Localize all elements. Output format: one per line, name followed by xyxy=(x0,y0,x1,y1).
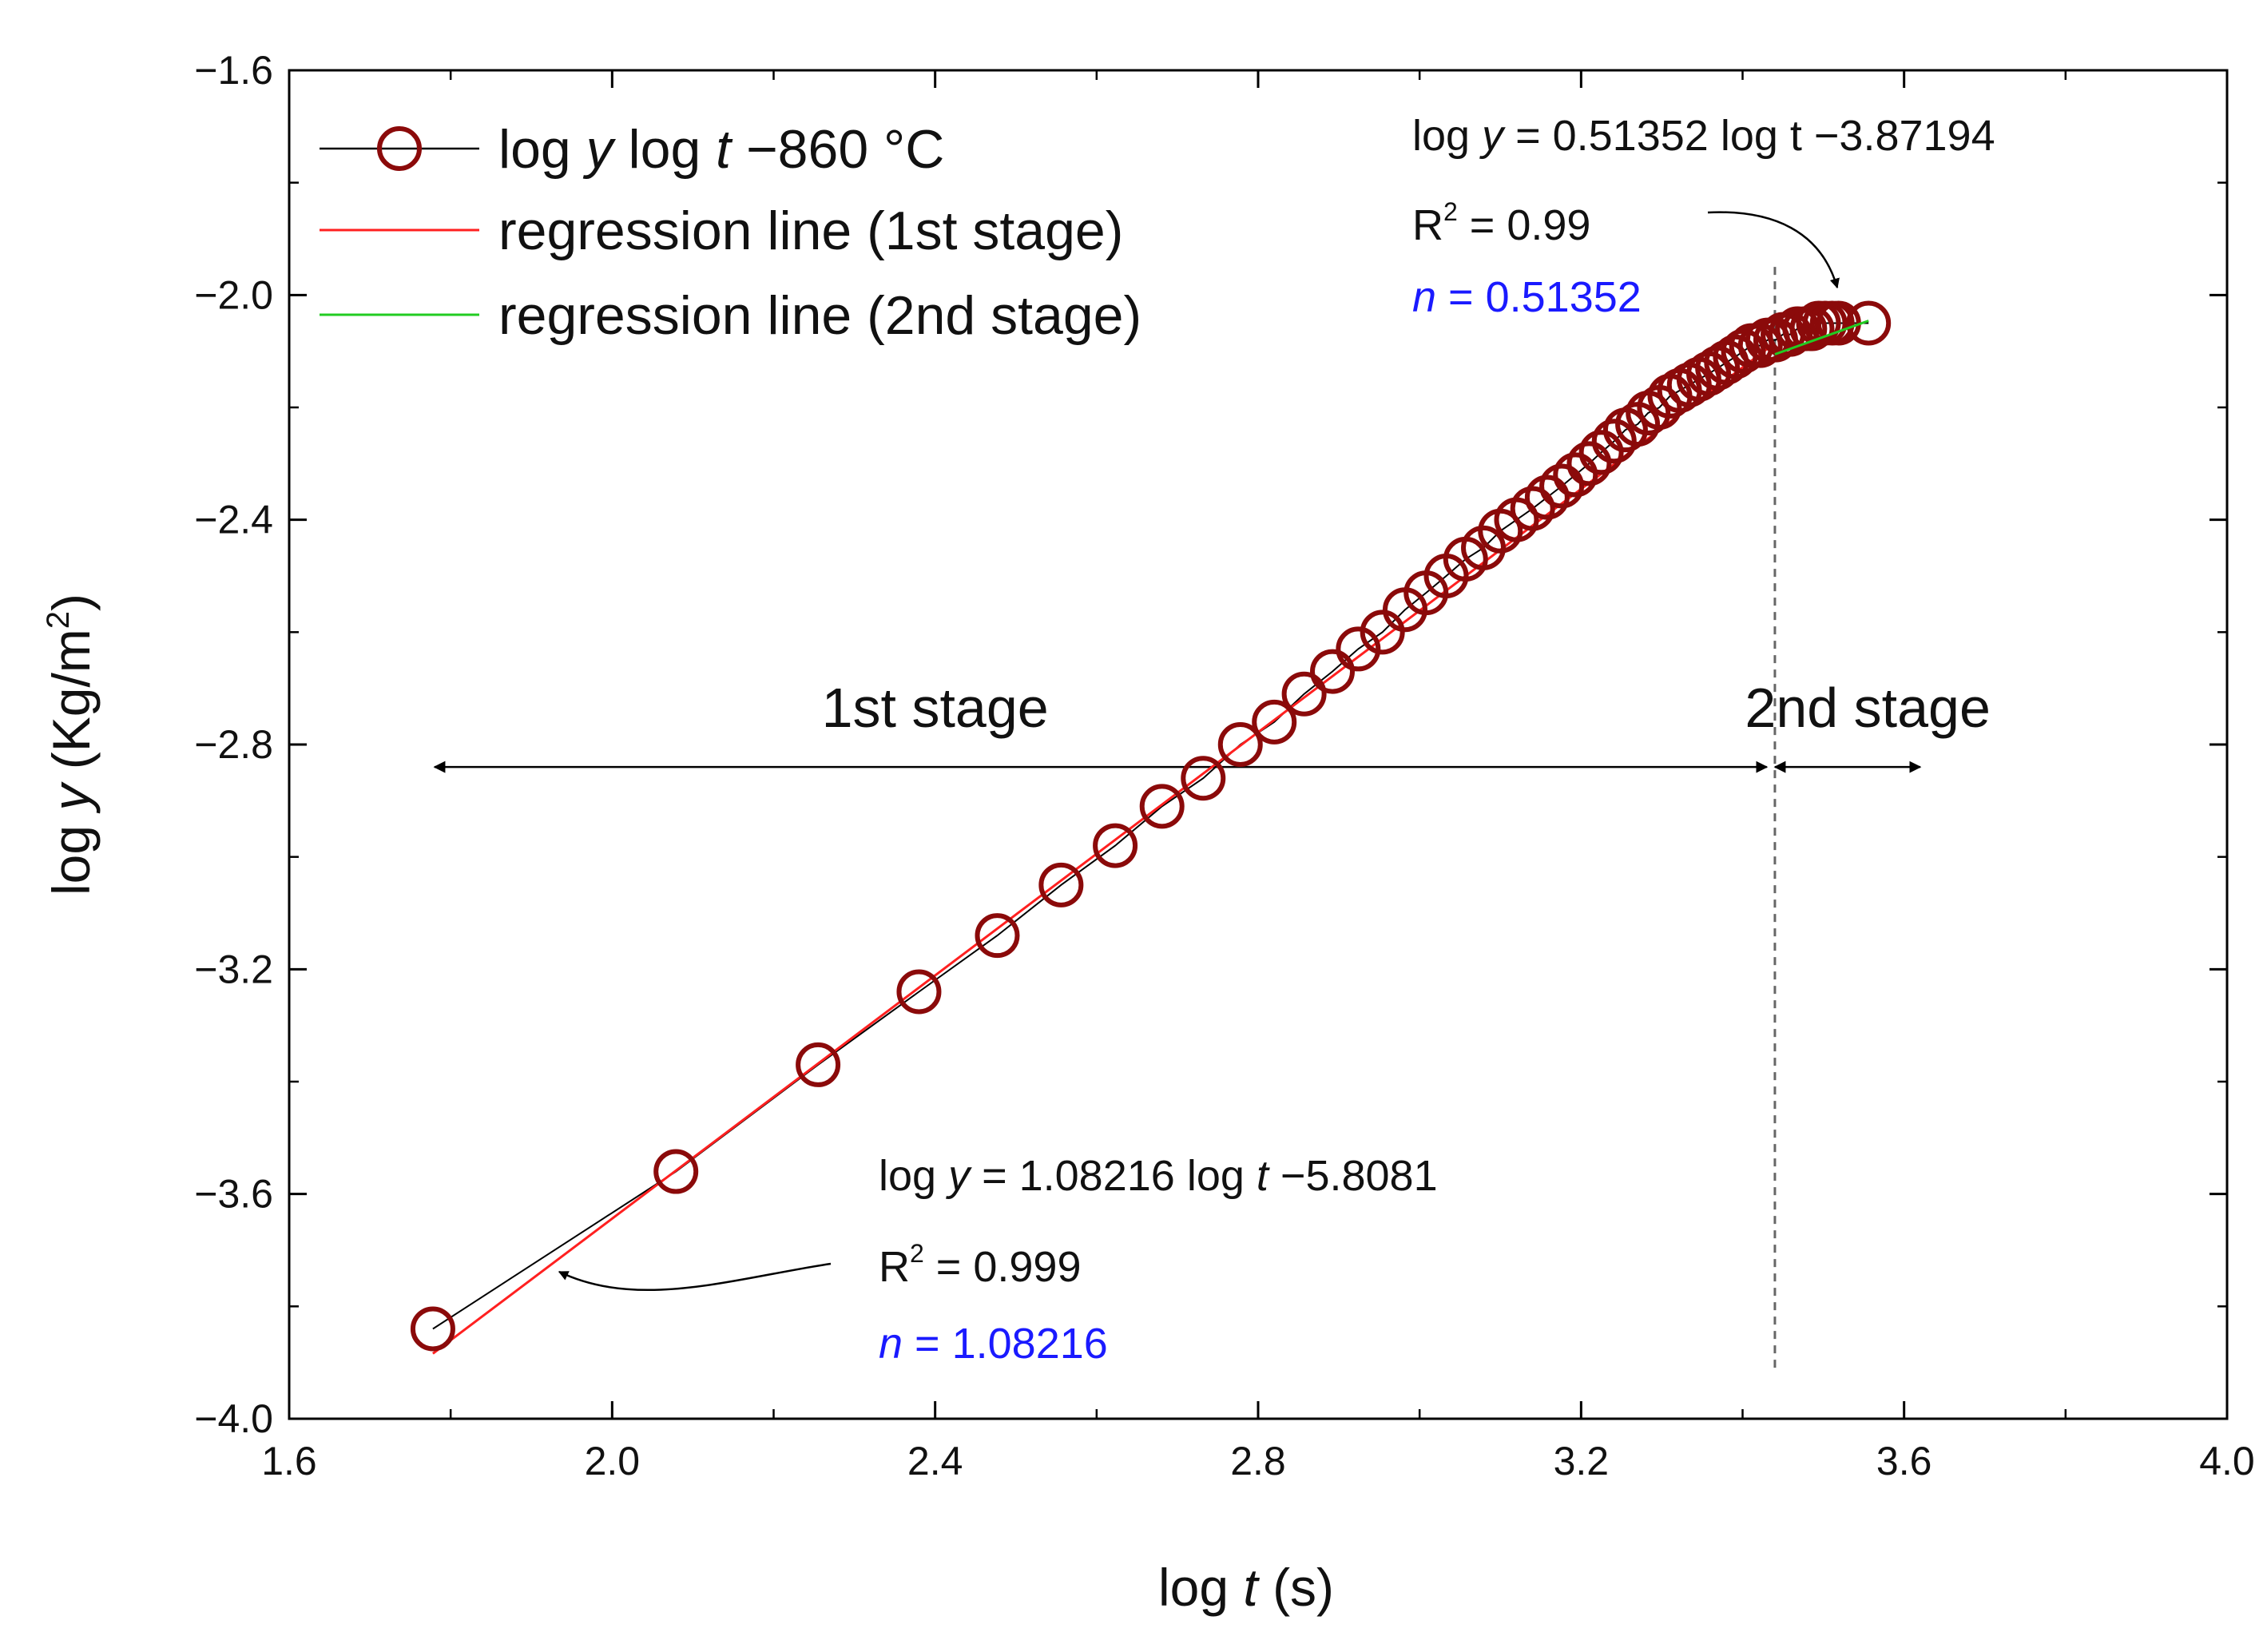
legend-label-data: log y log t −860 °C xyxy=(498,119,944,180)
stage2-label: 2nd stage xyxy=(1745,677,1990,739)
stage2-r-squared: R2 = 0.99 xyxy=(1412,197,1590,249)
data-point xyxy=(1566,441,1612,486)
x-tick-label: 2.8 xyxy=(1230,1439,1286,1483)
data-point xyxy=(410,1306,455,1352)
y-tick-label: −1.6 xyxy=(194,48,273,93)
x-tick-label: 3.6 xyxy=(1876,1439,1932,1483)
y-tick-label: −4.0 xyxy=(194,1396,273,1441)
data-point xyxy=(1553,452,1598,498)
data-point xyxy=(1591,419,1637,464)
stage1-callout-arrow xyxy=(558,1262,832,1291)
data-point xyxy=(1181,756,1226,801)
data-point xyxy=(1336,626,1381,672)
data-point xyxy=(653,1149,699,1194)
stage2-n-value: n = 0.51352 xyxy=(1412,273,1642,321)
data-point xyxy=(1360,610,1405,655)
legend-label-regression-1: regression line (1st stage) xyxy=(498,201,1123,261)
x-axis-title: log t (s) xyxy=(1158,1558,1334,1617)
stage2-callout-arrow xyxy=(1707,211,1840,289)
data-point xyxy=(1578,430,1624,475)
data-point xyxy=(1539,463,1585,509)
data-point xyxy=(1281,671,1327,717)
stage1-r-squared: R2 = 0.999 xyxy=(879,1239,1081,1291)
y-axis-title: log y (Kg/m2) xyxy=(41,594,101,895)
stage2-annotation: log y = 0.51352 log t −3.87194 R2 = 0.99… xyxy=(1412,112,1995,321)
legend-label-regression-2: regression line (2nd stage) xyxy=(498,285,1141,346)
y-tick-label: −2.0 xyxy=(194,272,273,317)
data-markers xyxy=(410,300,1892,1352)
data-point xyxy=(1524,475,1570,520)
axis-ticks xyxy=(288,69,2229,1420)
x-tick-label: 2.0 xyxy=(585,1439,641,1483)
data-point xyxy=(1309,649,1355,694)
x-tick-label: 1.6 xyxy=(261,1439,317,1483)
data-point xyxy=(1510,486,1555,531)
y-tick-label: −3.6 xyxy=(194,1172,273,1217)
regression-line-stage2 xyxy=(1774,320,1869,355)
data-point xyxy=(1093,823,1138,868)
data-point xyxy=(1139,784,1185,829)
data-point xyxy=(975,913,1020,959)
legend: log y log t −860 °C regression line (1st… xyxy=(320,119,1141,346)
x-tick-label: 2.4 xyxy=(907,1439,963,1483)
stage1-label: 1st stage xyxy=(822,677,1049,739)
y-tick-label: −2.4 xyxy=(194,498,273,542)
data-point xyxy=(896,969,942,1015)
legend-swatch-data-marker xyxy=(377,126,422,171)
stage1-annotation: log y = 1.08216 log t −5.8081 R2 = 0.999… xyxy=(558,1152,1438,1368)
x-tick-label: 3.2 xyxy=(1554,1439,1610,1483)
data-point xyxy=(1217,722,1263,767)
stage2-equation: log y = 0.51352 log t −3.87194 xyxy=(1412,112,1995,160)
stage1-n-value: n = 1.08216 xyxy=(879,1320,1108,1368)
stage1-equation: log y = 1.08216 log t −5.8081 xyxy=(879,1152,1438,1200)
tick-labels: 1.6 2.0 2.4 2.8 3.2 3.6 4.0 −1.6 −2.0 −2.4 −2.8 −3.… xyxy=(194,48,2254,1483)
data-point xyxy=(1461,525,1507,570)
data-point xyxy=(796,1042,841,1087)
x-tick-label: 4.0 xyxy=(2199,1439,2255,1483)
data-point xyxy=(1846,300,1892,346)
y-tick-label: −2.8 xyxy=(194,722,273,767)
data-point xyxy=(1252,699,1297,745)
y-tick-label: −3.2 xyxy=(194,947,273,991)
data-point xyxy=(1038,862,1084,907)
